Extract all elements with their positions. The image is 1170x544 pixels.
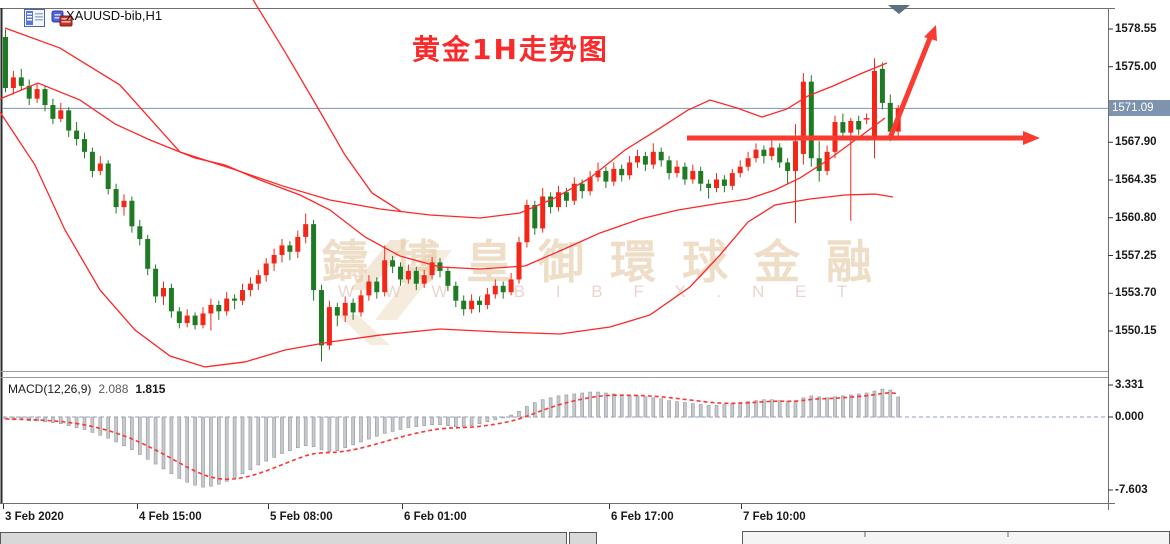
macd-axis-label: -7.603 xyxy=(1115,483,1148,496)
macd-panel[interactable] xyxy=(2,388,1106,488)
candles-group xyxy=(3,29,901,362)
macd-axis-label: 3.331 xyxy=(1115,379,1144,392)
bollinger-middle-line xyxy=(0,82,886,270)
bottom-window-strip[interactable] xyxy=(0,531,1170,544)
watermark-brand: 鑄博皇御環球金融 xyxy=(322,235,898,289)
macd-signal-line xyxy=(5,391,899,481)
current-price-badge: 1571.09 xyxy=(1109,100,1170,116)
bollinger-lower-line xyxy=(0,111,894,368)
bollinger-upper-line xyxy=(4,27,888,219)
watermark-url: W W W . B I B F X . N E T xyxy=(338,282,861,301)
time-axis-label: 3 Feb 2020 xyxy=(5,511,64,523)
macd-axis-label: 0.000 xyxy=(1115,411,1144,423)
bollinger-upper-spike-line xyxy=(252,0,403,213)
bollinger-bands xyxy=(0,0,894,368)
macd-signal-value: 1.815 xyxy=(135,382,166,396)
price-axis-label: 1560.80 xyxy=(1115,211,1157,224)
trend-arrow-up xyxy=(887,37,933,139)
trend-arrow-up-head xyxy=(924,25,937,41)
panel-frames xyxy=(0,8,1115,510)
time-axis-label: 7 Feb 10:00 xyxy=(743,511,806,523)
time-axis-label: 6 Feb 17:00 xyxy=(611,511,674,523)
time-axis-label: 5 Feb 08:00 xyxy=(270,511,333,523)
time-axis-label: 4 Feb 15:00 xyxy=(139,511,202,523)
macd-main-value: 2.088 xyxy=(98,382,129,396)
chart-title: 黄金1H走势图 xyxy=(412,33,609,66)
indicators-icon[interactable] xyxy=(51,9,73,33)
price-axis-label: 1578.55 xyxy=(1115,23,1157,35)
time-axis-label: 6 Feb 01:00 xyxy=(404,511,467,523)
trend-arrows xyxy=(687,25,1040,145)
price-axis-label: 1564.35 xyxy=(1115,174,1157,186)
chart-list-icon[interactable] xyxy=(24,9,45,32)
price-axis-label: 1575.00 xyxy=(1115,60,1157,73)
symbol-period-label: XAUUSD-bib,H1 xyxy=(66,8,163,23)
macd-indicator-label: MACD(12,26,9) 2.088 1.815 xyxy=(8,382,165,396)
price-axis-label: 1557.25 xyxy=(1115,249,1157,262)
macd-histogram xyxy=(3,388,901,488)
scroll-to-latest-marker-icon[interactable] xyxy=(888,5,910,14)
price-axis-label: 1553.70 xyxy=(1115,287,1157,300)
price-axis-label: 1567.90 xyxy=(1115,136,1157,149)
macd-name: MACD(12,26,9) xyxy=(8,382,92,396)
trend-arrow-horizontal-head xyxy=(1023,131,1040,145)
price-axis-label: 1550.15 xyxy=(1115,325,1157,337)
